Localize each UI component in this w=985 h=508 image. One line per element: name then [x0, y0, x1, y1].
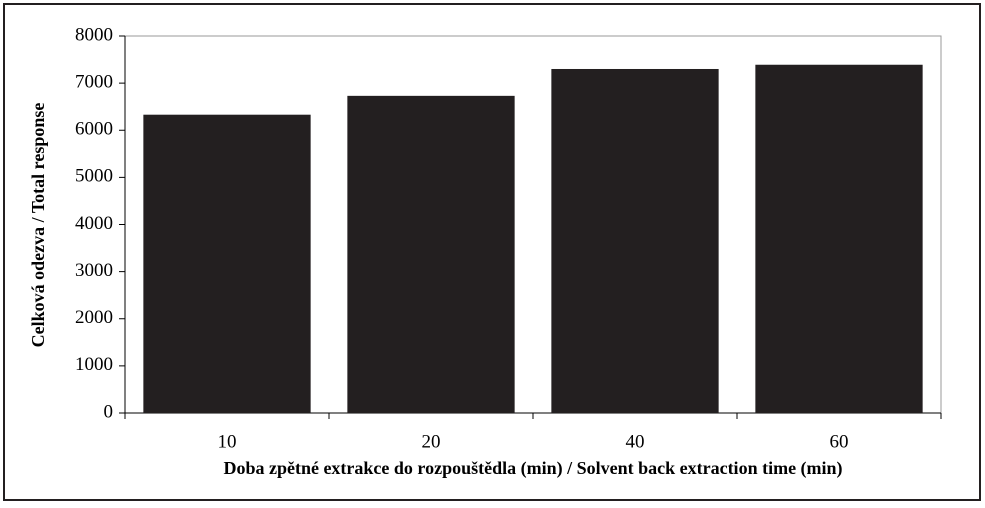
- y-tick-label: 8000: [75, 24, 113, 45]
- y-tick-label: 2000: [75, 307, 113, 328]
- bar: [551, 68, 719, 414]
- x-tick-label: 60: [830, 431, 849, 452]
- bar: [143, 114, 311, 413]
- x-tick-label: 40: [626, 431, 645, 452]
- y-tick-label: 4000: [75, 213, 113, 234]
- y-axis-label: Celková odezva / Total response: [28, 103, 48, 348]
- x-axis-label: Doba zpětné extrakce do rozpouštědla (mi…: [223, 458, 842, 479]
- y-tick-label: 0: [104, 401, 114, 422]
- y-tick-label: 6000: [75, 119, 113, 140]
- frame: [3, 3, 981, 501]
- bar: [755, 64, 923, 413]
- x-tick-label: 10: [218, 431, 237, 452]
- y-tick-label: 7000: [75, 71, 113, 92]
- y-tick-label: 3000: [75, 260, 113, 281]
- bar: [347, 95, 515, 413]
- y-tick-label: 1000: [75, 354, 113, 375]
- y-tick-label: 5000: [75, 166, 113, 187]
- x-tick-label: 20: [422, 431, 441, 452]
